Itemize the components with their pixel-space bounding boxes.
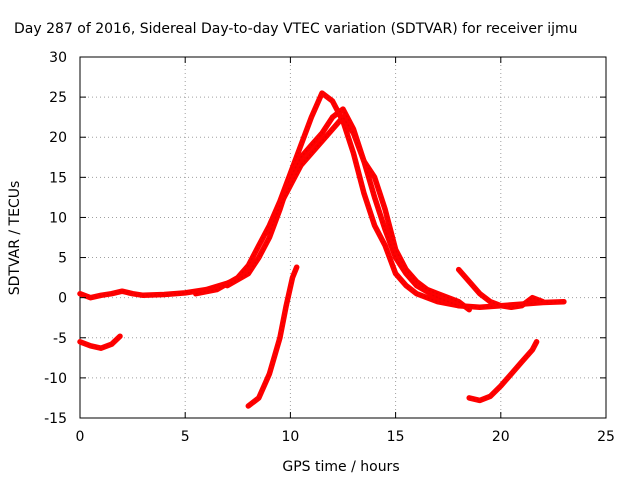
y-tick-label: 25	[49, 90, 67, 106]
series-arc-late-neg	[466, 339, 540, 404]
series-point-markers	[469, 341, 538, 402]
x-tick-label: 15	[387, 429, 405, 445]
x-tick-label: 0	[76, 429, 85, 445]
y-tick-label: 10	[49, 210, 67, 226]
y-tick-label: 15	[49, 170, 67, 186]
x-tick-label: 5	[181, 429, 190, 445]
x-tick-label: 10	[281, 429, 299, 445]
x-tick-label: 20	[492, 429, 510, 445]
y-axis-label: SDTVAR / TECUs	[7, 181, 23, 296]
series-point-markers	[247, 266, 298, 407]
y-tick-label: 30	[49, 50, 67, 66]
y-tick-label: 20	[49, 130, 67, 146]
series-line	[224, 106, 462, 309]
y-tick-label: -5	[53, 331, 67, 347]
x-tick-label: 25	[597, 429, 615, 445]
series-line	[466, 339, 540, 404]
series-arc-day-b	[224, 106, 462, 309]
series-point-markers	[226, 107, 459, 307]
y-tick-label: -10	[44, 371, 67, 387]
plot-frame	[79, 56, 607, 419]
series-arc-early-neg	[77, 333, 123, 351]
chart-title: Day 287 of 2016, Sidereal Day-to-day VTE…	[14, 21, 578, 37]
series-arc-day-a	[192, 90, 567, 311]
y-tick-label: -15	[44, 411, 67, 427]
series-arc-afternoon	[455, 266, 546, 311]
x-axis-label: GPS time / hours	[282, 459, 399, 475]
series-line	[192, 90, 567, 311]
y-tick-label: 5	[58, 251, 67, 267]
series-point-markers	[458, 269, 544, 309]
grid	[80, 57, 606, 418]
series-line	[245, 264, 300, 409]
series-arc-day-c	[266, 114, 472, 313]
series-arc-rise	[245, 264, 300, 409]
series-layer	[77, 90, 567, 409]
ticks: 0 5 10 15 20 25 -15 -10 -5 0 5 10 15 20 25 30	[44, 50, 615, 445]
series-point-markers	[79, 335, 121, 349]
series-point-markers	[268, 115, 470, 311]
y-tick-label: 0	[58, 291, 67, 307]
